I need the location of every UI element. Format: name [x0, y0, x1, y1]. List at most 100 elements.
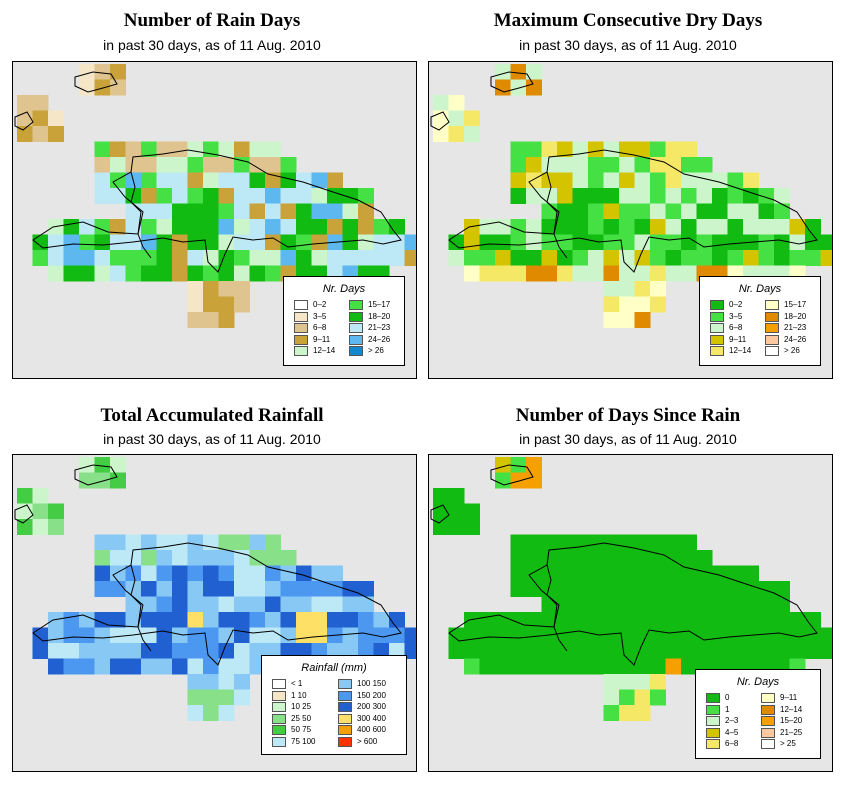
grid-cell — [63, 219, 80, 235]
grid-cell — [603, 203, 620, 220]
legend-label: 3–5 — [313, 311, 327, 321]
grid-cell — [526, 64, 542, 80]
grid-cell — [727, 203, 744, 220]
grid-cell — [311, 596, 328, 613]
grid-cell — [234, 172, 250, 189]
panel-4-title: Number of Days Since Rain — [515, 405, 741, 426]
grid-cell — [727, 565, 744, 582]
grid-cell — [265, 219, 281, 235]
grid-cell — [141, 565, 157, 582]
grid-cell — [619, 188, 635, 204]
grid-cell — [296, 612, 312, 628]
grid-cell — [218, 643, 235, 659]
rainfall-legend: Rainfall (mm) < 1 1 10 10 25 25 50 50 75 75 10… — [261, 655, 407, 755]
grid-cell — [510, 141, 527, 158]
grid-cell — [311, 234, 328, 251]
grid-cell — [141, 141, 157, 158]
grid-cell — [203, 705, 219, 721]
grid-cell — [557, 643, 573, 659]
grid-cell — [743, 643, 759, 659]
legend-label: 0–2 — [313, 300, 327, 309]
grid-cell — [743, 250, 759, 266]
grid-cell — [280, 250, 297, 266]
grid-cell — [650, 596, 666, 613]
grid-cell — [203, 265, 219, 282]
grid-cell — [342, 219, 359, 235]
grid-cell — [526, 188, 542, 204]
grid-cell — [650, 141, 666, 158]
grid-cell — [495, 612, 511, 628]
grid-cell — [603, 265, 620, 282]
legend-label: 6–8 — [729, 323, 743, 332]
grid-cell — [110, 457, 126, 473]
grid-cell — [234, 658, 250, 675]
grid-cell — [634, 689, 651, 706]
grid-cell — [79, 250, 95, 266]
grid-cell — [696, 172, 713, 189]
grid-cell — [650, 265, 666, 282]
grid-cell — [94, 472, 111, 489]
grid-cell — [696, 581, 713, 597]
grid-cell — [774, 250, 790, 266]
grid-cell — [603, 250, 620, 266]
grid-cell — [203, 627, 219, 644]
grid-cell — [727, 596, 744, 613]
grid-cell — [249, 203, 266, 220]
grid-cell — [526, 627, 542, 644]
grid-cell — [280, 612, 297, 628]
grid-cell — [619, 612, 635, 628]
grid-cell — [249, 219, 266, 235]
grid-cell — [464, 643, 480, 659]
legend-swatch — [765, 300, 779, 310]
grid-cell — [619, 219, 635, 235]
grid-cell — [342, 250, 359, 266]
grid-cell — [218, 234, 235, 251]
grid-cell — [619, 674, 635, 690]
grid-cell — [634, 312, 651, 328]
grid-cell — [311, 581, 328, 597]
grid-cell — [572, 219, 589, 235]
grid-cell — [603, 565, 620, 582]
grid-cell — [48, 234, 64, 251]
legend-label: 150 200 — [357, 690, 386, 700]
grid-cell — [805, 234, 821, 251]
grid-cell — [265, 250, 281, 266]
legend-swatch — [294, 323, 308, 333]
grid-cell — [696, 203, 713, 220]
grid-cell — [94, 141, 111, 158]
grid-cell — [218, 203, 235, 220]
grid-cell — [327, 596, 343, 613]
west-island-outline — [14, 504, 34, 524]
grid-cell — [541, 658, 558, 675]
country-border — [130, 171, 152, 259]
grid-cell — [218, 157, 235, 173]
grid-cell — [619, 565, 635, 582]
grid-cell — [218, 612, 235, 628]
grid-cell — [696, 612, 713, 628]
grid-cell — [249, 172, 266, 189]
grid-cell — [634, 550, 651, 566]
grid-cell — [187, 265, 204, 282]
grid-cell — [141, 172, 157, 189]
grid-cell — [495, 627, 511, 644]
grid-cell — [141, 250, 157, 266]
grid-cell — [48, 265, 64, 282]
grid-cell — [342, 581, 359, 597]
legend-label: 10 25 — [291, 702, 312, 711]
grid-cell — [94, 234, 111, 251]
grid-cell — [218, 296, 235, 313]
grid-cell — [541, 627, 558, 644]
grid-cell — [805, 627, 821, 644]
grid-cell — [758, 612, 775, 628]
grid-cell — [203, 550, 219, 566]
grid-cell — [495, 234, 511, 251]
grid-cell — [265, 612, 281, 628]
grid-cell — [342, 612, 359, 628]
grid-cell — [187, 296, 204, 313]
grid-cell — [172, 219, 188, 235]
grid-cell — [110, 172, 126, 189]
grid-cell — [172, 581, 188, 597]
grid-cell — [650, 658, 666, 675]
grid-cell — [758, 203, 775, 220]
grid-cell — [619, 296, 635, 313]
